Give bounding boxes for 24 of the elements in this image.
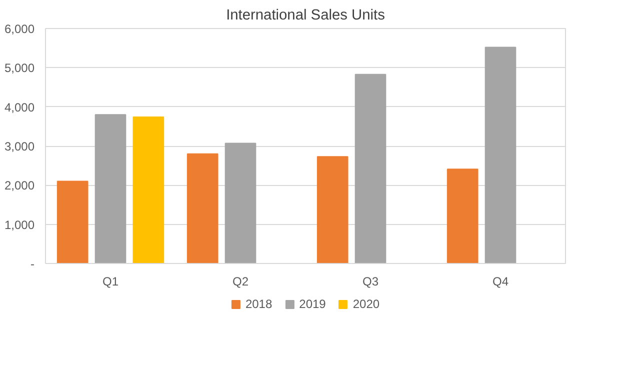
bar bbox=[186, 153, 218, 264]
x-tick-label: Q3 bbox=[362, 274, 379, 288]
bar bbox=[56, 180, 88, 264]
bar bbox=[446, 168, 478, 264]
chart-title: International Sales Units bbox=[226, 8, 385, 24]
x-tick-label: Q4 bbox=[492, 274, 509, 288]
y-tick-label: 1,000 bbox=[4, 218, 35, 232]
x-tick-label: Q1 bbox=[102, 274, 119, 288]
legend-label: 2019 bbox=[299, 297, 326, 311]
x-tick-label: Q2 bbox=[232, 274, 249, 288]
bar bbox=[316, 156, 348, 264]
bar bbox=[224, 142, 256, 264]
y-tick-label: 2,000 bbox=[4, 178, 35, 193]
legend-label: 2020 bbox=[352, 297, 380, 311]
legend-label: 2018 bbox=[245, 297, 272, 311]
bar bbox=[94, 114, 126, 264]
y-tick-label: 4,000 bbox=[4, 100, 35, 114]
y-tick-label: 3,000 bbox=[4, 140, 35, 154]
bar bbox=[354, 74, 386, 264]
bar bbox=[132, 116, 164, 264]
y-tick-label: 6,000 bbox=[4, 22, 35, 36]
y-tick-label: 5,000 bbox=[4, 61, 35, 76]
bar bbox=[484, 46, 516, 264]
y-tick-label: - bbox=[30, 257, 35, 271]
